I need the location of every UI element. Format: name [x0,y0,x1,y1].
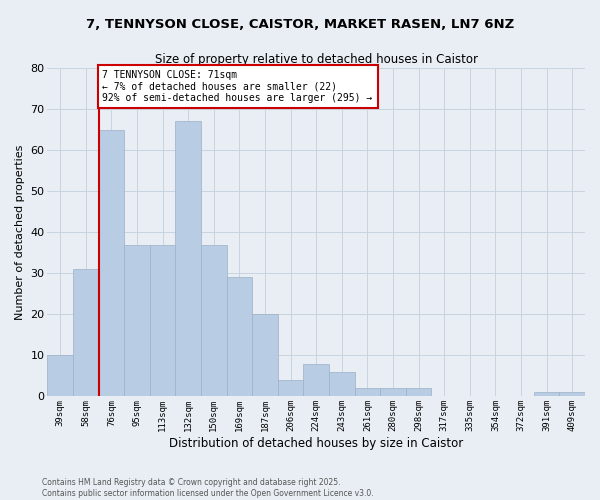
Bar [380,388,406,396]
Bar [201,244,227,396]
Bar [278,380,304,396]
X-axis label: Distribution of detached houses by size in Caistor: Distribution of detached houses by size … [169,437,463,450]
Bar [47,356,73,397]
Bar [534,392,559,396]
Bar [98,130,124,396]
Bar [73,269,98,396]
Bar [329,372,355,396]
Bar [406,388,431,396]
Bar [355,388,380,396]
Bar [150,244,175,396]
Bar [252,314,278,396]
Bar [559,392,585,396]
Bar [304,364,329,396]
Bar [124,244,150,396]
Bar [227,278,252,396]
Y-axis label: Number of detached properties: Number of detached properties [15,144,25,320]
Text: 7 TENNYSON CLOSE: 71sqm
← 7% of detached houses are smaller (22)
92% of semi-det: 7 TENNYSON CLOSE: 71sqm ← 7% of detached… [103,70,373,103]
Text: Contains HM Land Registry data © Crown copyright and database right 2025.
Contai: Contains HM Land Registry data © Crown c… [42,478,374,498]
Title: Size of property relative to detached houses in Caistor: Size of property relative to detached ho… [155,52,478,66]
Bar [175,122,201,396]
Text: 7, TENNYSON CLOSE, CAISTOR, MARKET RASEN, LN7 6NZ: 7, TENNYSON CLOSE, CAISTOR, MARKET RASEN… [86,18,514,30]
